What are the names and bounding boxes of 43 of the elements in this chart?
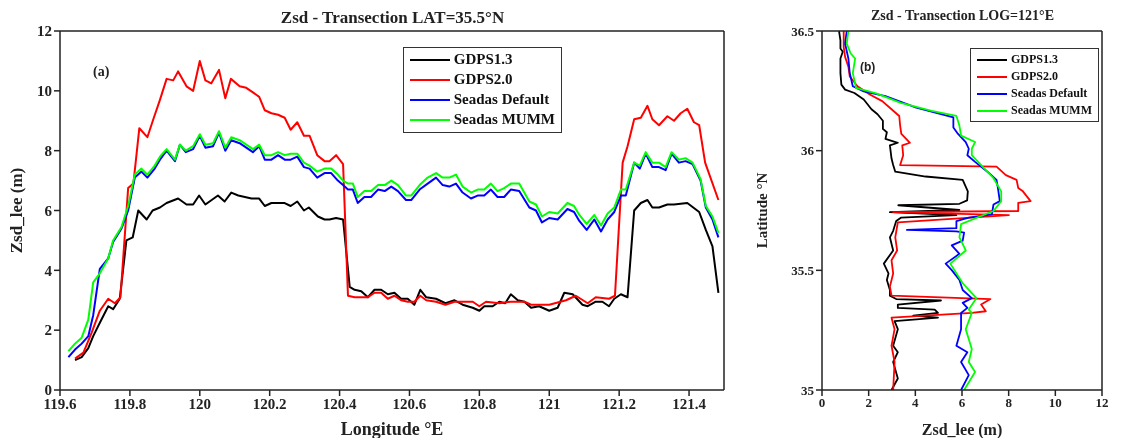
annotation: (a) <box>93 64 110 80</box>
legend-label: GDPS2.0 <box>1011 68 1059 84</box>
legend-label: GDPS1.3 <box>1011 51 1059 67</box>
x-tick-label: 121.2 <box>602 395 637 412</box>
y-tick-label: 4 <box>44 262 53 279</box>
legend-label: Seadas MUMM <box>1011 102 1092 118</box>
x-tick-label: 8 <box>1005 395 1013 411</box>
x-tick-label: 120 <box>188 395 212 412</box>
x-tick-label: 4 <box>912 395 920 411</box>
y-tick-label: 12 <box>37 23 52 40</box>
y-tick-label: 10 <box>37 83 52 100</box>
line-series <box>74 191 720 362</box>
legend-label: Seadas MUMM <box>453 111 555 129</box>
y-tick-label: 35 <box>801 382 815 398</box>
annotation: (b) <box>860 60 876 74</box>
x-tick-label: 120.2 <box>252 395 287 412</box>
legend-label: Seadas Default <box>1011 85 1088 101</box>
y-axis-title: Latitude °N <box>754 172 771 249</box>
y-tick-label: 2 <box>44 322 52 339</box>
x-tick-label: 120.6 <box>392 395 427 412</box>
x-tick-label: 12 <box>1095 395 1109 411</box>
x-tick-label: 121 <box>538 395 561 412</box>
x-tick-label: 6 <box>958 395 966 411</box>
legend-label: Seadas Default <box>453 91 550 109</box>
y-tick-label: 36 <box>801 143 815 159</box>
x-tick-label: 120.4 <box>322 395 357 412</box>
legend-label: GDPS1.3 <box>453 51 513 69</box>
y-axis-title: Zsd_lee (m) <box>7 167 27 254</box>
chart-title: Zsd - Transection LOG=121°E <box>870 8 1055 24</box>
x-tick-label: 121.4 <box>672 395 707 412</box>
y-tick-label: 36.5 <box>791 23 815 39</box>
x-axis-title: Zsd_lee (m) <box>921 421 1003 439</box>
y-tick-label: 8 <box>44 142 52 159</box>
chart-title: Zsd - Transection LAT=35.5°N <box>279 8 506 28</box>
y-tick-label: 6 <box>44 202 53 219</box>
x-tick-label: 0 <box>818 395 826 411</box>
x-tick-label: 2 <box>865 395 872 411</box>
line-series <box>838 31 969 390</box>
y-tick-label: 35.5 <box>791 262 815 278</box>
x-tick-label: 120.8 <box>462 395 497 412</box>
x-tick-label: 10 <box>1048 395 1062 411</box>
x-tick-label: 119.8 <box>113 395 147 412</box>
legend-label: GDPS2.0 <box>453 71 513 89</box>
